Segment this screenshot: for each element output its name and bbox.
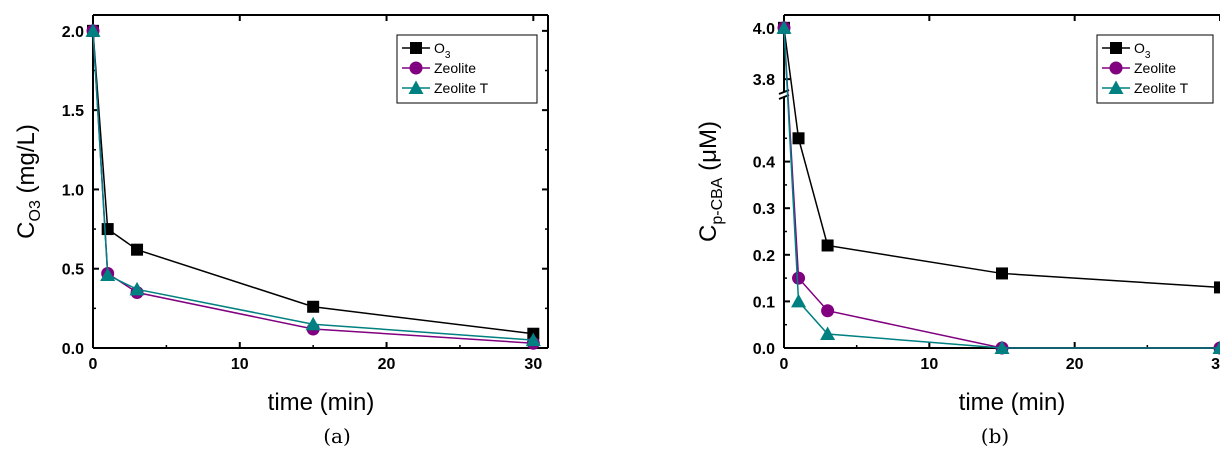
legend-label: Zeolite T <box>1134 80 1189 96</box>
y-axis-label: Cp-CBA (μM) <box>695 121 726 242</box>
x-tick-label: 0 <box>89 356 98 373</box>
legend-label: Zeolite <box>1134 60 1176 76</box>
legend-label-main: Zeolite <box>1134 60 1176 76</box>
legend-label: O3 <box>1134 40 1151 61</box>
y-axis-label-subscript: p-CBA <box>709 177 726 224</box>
legend-label-main: O <box>434 40 445 56</box>
y-tick-label: 0.5 <box>62 262 84 279</box>
data-point <box>101 223 114 236</box>
data-point <box>821 239 834 252</box>
data-point <box>791 293 807 308</box>
legend-label-main: Zeolite <box>434 60 476 76</box>
x-axis-label: time (min) <box>959 389 1066 416</box>
legend-marker <box>408 80 424 94</box>
data-point <box>307 300 320 313</box>
data-point <box>1214 281 1220 294</box>
data-point <box>994 340 1010 354</box>
y-tick-label: 0.0 <box>753 341 775 358</box>
legend-label: Zeolite T <box>434 80 489 96</box>
y-tick-label: 0.4 <box>753 155 775 172</box>
x-tick-label: 0 <box>780 356 789 373</box>
y-tick-label: 0.0 <box>62 341 84 358</box>
legend-marker <box>1108 80 1124 94</box>
data-point <box>821 304 835 318</box>
data-point <box>792 271 806 285</box>
data-point <box>820 326 836 341</box>
data-point <box>1212 340 1220 354</box>
data-point <box>131 243 144 256</box>
x-tick-label: 20 <box>378 356 396 373</box>
x-tick-label: 20 <box>1066 356 1084 373</box>
x-tick-label: 30 <box>524 356 542 373</box>
y-axis-label-unit: (mg/L) <box>13 124 40 200</box>
data-point <box>792 132 805 145</box>
legend-label-subscript: 3 <box>445 50 451 61</box>
y-tick-label: 0.3 <box>753 201 775 218</box>
data-point <box>525 332 541 347</box>
data-point <box>85 23 101 37</box>
y-tick-label: 1.5 <box>62 103 84 120</box>
data-point <box>100 267 116 282</box>
legend-marker <box>1109 61 1123 75</box>
y-axis-label: CO3 (mg/L) <box>13 124 44 239</box>
y-axis-label-subscript: O3 <box>27 200 44 221</box>
legend-label-main: O <box>1134 40 1145 56</box>
data-point <box>129 281 145 296</box>
x-axis-label: time (min) <box>268 389 375 416</box>
y-tick-label: 3.8 <box>753 72 775 89</box>
panel-caption: (a) <box>323 424 351 448</box>
legend-label-subscript: 3 <box>1145 50 1151 61</box>
x-tick-label: 10 <box>920 356 938 373</box>
series-zeolite-t <box>776 20 1220 354</box>
y-tick-label: 0.2 <box>753 248 775 265</box>
data-point <box>776 20 792 34</box>
y-axis-label-main: C <box>13 222 40 239</box>
x-tick-label: 10 <box>231 356 249 373</box>
y-tick-label: 1.0 <box>62 182 84 199</box>
legend-label: Zeolite <box>434 60 476 76</box>
legend-marker <box>1110 42 1122 54</box>
x-tick-label: 30 <box>1211 356 1220 373</box>
data-point <box>305 316 321 331</box>
legend-marker <box>410 42 422 54</box>
y-tick-label: 0.1 <box>753 294 775 311</box>
data-point <box>996 267 1008 280</box>
chart-panel-b: 0 10 20 30 0.0 0.1 0.2 0.3 0.4 3.8 4.0 time (min) Cp… <box>695 14 1220 448</box>
y-axis-label-unit: (μM) <box>695 121 722 177</box>
legend-label: O3 <box>434 40 451 61</box>
legend-label-main: Zeolite T <box>1134 80 1189 96</box>
legend-marker <box>409 61 423 75</box>
y-tick-label: 4.0 <box>753 21 775 38</box>
panel-caption: (b) <box>981 424 1009 448</box>
y-tick-label: 2.0 <box>62 24 84 41</box>
series-zeolite-t <box>85 23 541 347</box>
y-axis-label-main: C <box>695 225 722 242</box>
legend-label-main: Zeolite T <box>434 80 489 96</box>
